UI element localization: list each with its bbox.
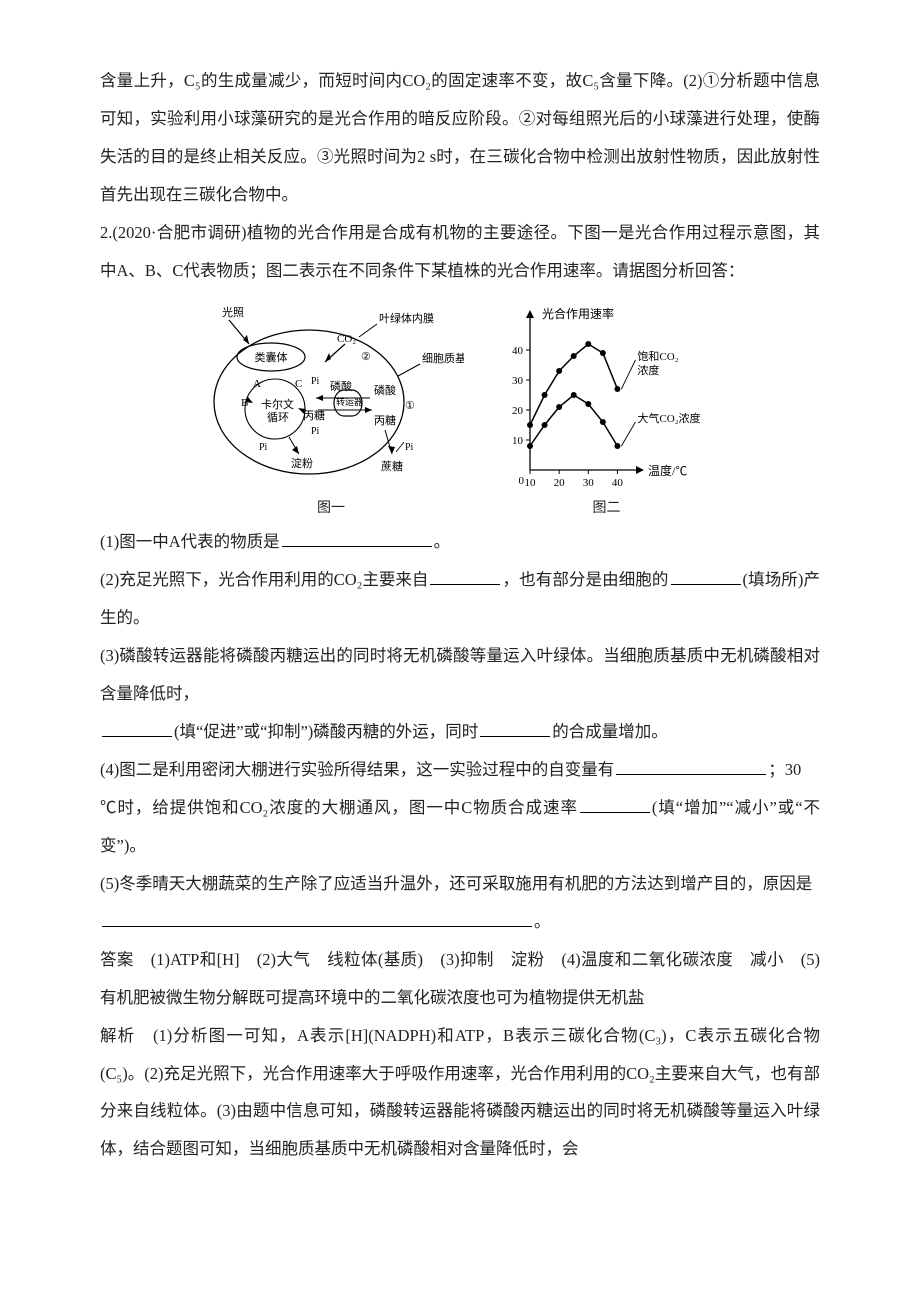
q2-4-pre: (4)图二是利用密闭大棚进行实验所得结果，这一实验过程中的自变量有: [100, 751, 614, 789]
light-arrow-head: [243, 335, 249, 344]
q2-2-mid: ，也有部分是由细胞的: [502, 570, 668, 589]
q2-3: (3)磷酸转运器能将磷酸丙糖运出的同时将无机磷酸等量运入叶绿体。当细胞质基质中无…: [100, 637, 820, 751]
svg-text:20: 20: [553, 477, 565, 489]
prev-question-analysis: 含量上升，C₅的生成量减少，而短时间内CO₂的固定速率不变，故C₅含量下降。(2…: [100, 62, 820, 214]
figures-row: 类囊体 光照 叶绿体内膜 CO₂ ② 细胞质基质: [100, 302, 820, 518]
blank-q2-2b[interactable]: [671, 568, 741, 586]
label-A: A: [253, 378, 261, 390]
q2-1-post: 。: [434, 532, 451, 551]
svg-text:20: 20: [512, 405, 524, 417]
page: 含量上升，C₅的生成量减少，而短时间内CO₂的固定速率不变，故C₅含量下降。(2…: [0, 0, 920, 1302]
phosphate-label-2: 磷酸: [374, 383, 396, 397]
label-B: B: [241, 397, 248, 409]
answer: 答案 (1)ATP和[H] (2)大气 线粒体(基质) (3)抑制 淀粉 (4)…: [100, 941, 820, 1017]
svg-text:30: 30: [512, 375, 524, 387]
svg-text:40: 40: [512, 345, 524, 357]
q2-4: (4)图二是利用密闭大棚进行实验所得结果，这一实验过程中的自变量有；30 ℃时，…: [100, 751, 820, 865]
question-2-stem: 2.(2020·合肥市调研)植物的光合作用是合成有机物的主要途径。下图一是光合作…: [100, 214, 820, 290]
q2-1: (1)图一中A代表的物质是 。: [100, 523, 820, 561]
svg-text:0: 0: [518, 475, 524, 487]
calvin-label-2: 循环: [267, 411, 289, 424]
svg-text:40: 40: [611, 477, 623, 489]
starch-label: 淀粉: [291, 456, 313, 470]
svg-text:30: 30: [582, 477, 594, 489]
svg-text:10: 10: [512, 435, 524, 447]
figure-one-caption: 图一: [317, 501, 345, 518]
pi-3: Pi: [259, 442, 268, 453]
membrane-label: 叶绿体内膜: [379, 311, 434, 325]
analysis: 解析 (1)分析图一可知，A表示[H](NADPH)和ATP，B表示三碳化合物(…: [100, 1017, 820, 1169]
blank-q2-3b[interactable]: [480, 720, 550, 738]
figure-two-svg: 光合作用速率温度/℃ 10 20 30 40 10 20 30 40 饱和CO₂浓度大气CO₂浓度…: [492, 302, 722, 497]
blank-q2-2a[interactable]: [430, 568, 500, 586]
q2-5-pre: (5)冬季晴天大棚蔬菜的生产除了应适当升温外，还可采取施用有机肥的方法达到增产目…: [100, 865, 812, 903]
pi-out-branch: [396, 442, 404, 452]
svg-text:10: 10: [524, 477, 536, 489]
figure-one: 类囊体 光照 叶绿体内膜 CO₂ ② 细胞质基质: [199, 302, 464, 518]
q2-5: (5)冬季晴天大棚蔬菜的生产除了应适当升温外，还可采取施用有机肥的方法达到增产目…: [100, 865, 820, 941]
light-label: 光照: [222, 305, 244, 319]
pi-1: Pi: [311, 376, 320, 387]
svg-text:光合作用速率: 光合作用速率: [542, 306, 614, 321]
blank-q2-4a[interactable]: [616, 758, 766, 776]
figure-one-svg: 类囊体 光照 叶绿体内膜 CO₂ ② 细胞质基质: [199, 302, 464, 497]
cytomatrix-label: 细胞质基质: [422, 352, 464, 365]
svg-text:饱和CO₂: 饱和CO₂: [637, 349, 678, 363]
triose-out-head: [365, 407, 372, 413]
co2-label: CO₂: [337, 333, 356, 345]
sucrose-arrow-head: [388, 446, 395, 454]
figure-two-caption: 图二: [593, 501, 621, 518]
q2-5-post: 。: [534, 912, 551, 931]
label-C: C: [295, 378, 302, 390]
q2-1-pre: (1)图一中A代表的物质是: [100, 523, 280, 561]
phosphate-label-1: 磷酸: [330, 379, 352, 393]
cytomatrix-leader: [398, 364, 420, 376]
blank-q2-4b[interactable]: [580, 795, 650, 813]
figure-two: 光合作用速率温度/℃ 10 20 30 40 10 20 30 40 饱和CO₂浓度大气CO₂浓度…: [492, 302, 722, 518]
svg-text:浓度: 浓度: [637, 363, 659, 377]
q2-2: (2)充足光照下，光合作用利用的CO₂主要来自，也有部分是由细胞的(填场所)产生…: [100, 561, 820, 637]
co2-arrow-head: [325, 353, 331, 362]
circled-1: ①: [405, 400, 415, 412]
starch-arrow-head: [292, 446, 299, 454]
svg-text:大气CO₂浓度: 大气CO₂浓度: [637, 411, 700, 425]
pi-out: Pi: [405, 442, 414, 453]
pi-2: Pi: [311, 426, 320, 437]
circled-2: ②: [361, 351, 371, 363]
sucrose-label: 蔗糖: [381, 459, 403, 473]
blank-q2-1[interactable]: [282, 530, 432, 548]
blank-q2-5[interactable]: [102, 909, 532, 927]
q2-3-pre: (3)磷酸转运器能将磷酸丙糖运出的同时将无机磷酸等量运入叶绿体。当细胞质基质中无…: [100, 637, 820, 713]
thylakoid-label: 类囊体: [254, 350, 287, 364]
phosphate-in-head: [316, 395, 323, 401]
q2-2-pre: (2)充足光照下，光合作用利用的CO₂主要来自: [100, 561, 428, 599]
svg-text:温度/℃: 温度/℃: [648, 463, 687, 478]
blank-q2-3a[interactable]: [102, 720, 172, 738]
q2-3-mid: (填“促进”或“抑制”)磷酸丙糖的外运，同时: [174, 722, 478, 741]
triose-out-label: 丙糖: [374, 413, 396, 427]
q2-3-post: 的合成量增加。: [552, 722, 668, 741]
membrane-leader: [359, 324, 377, 337]
calvin-label-1: 卡尔文: [261, 397, 294, 411]
